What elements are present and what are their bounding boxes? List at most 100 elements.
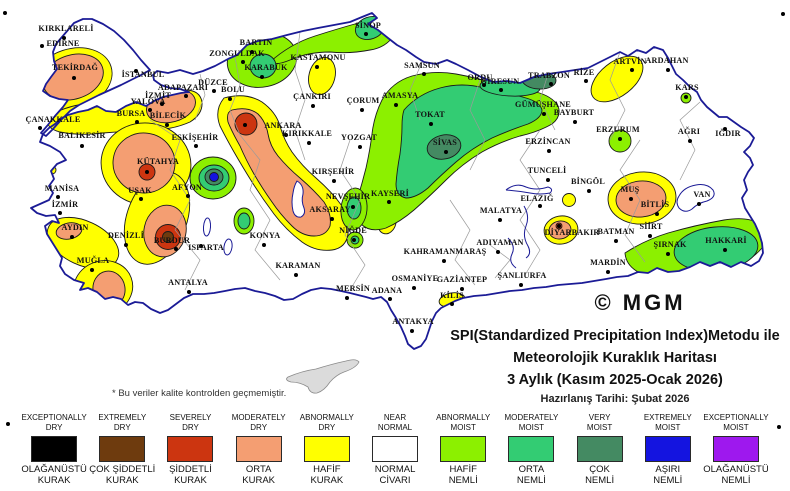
city-dot xyxy=(332,179,336,183)
legend-label-tr: ORTA KURAK xyxy=(242,464,276,486)
city-dot xyxy=(40,44,44,48)
city-label: KIRKLARELİ xyxy=(38,23,93,33)
city-dot xyxy=(199,244,203,248)
city-dot xyxy=(360,108,364,112)
city-label: BALIKESİR xyxy=(58,130,105,140)
city-dot xyxy=(410,329,414,333)
legend-item-abnormally_dry: ABNORMALLY DRY HAFİF KURAK xyxy=(293,411,361,491)
region-abnormally_dry xyxy=(590,55,644,103)
stray-dot xyxy=(3,11,7,15)
city-dot xyxy=(294,273,298,277)
city-label: ÇORUM xyxy=(347,96,380,105)
region-moderately_dry xyxy=(112,132,176,194)
quality-note: * Bu veriler kalite kontrolden geçmemişt… xyxy=(112,388,287,399)
city-dot xyxy=(358,145,362,149)
region-moderately_moist xyxy=(38,145,48,159)
city-label: BİNGÖL xyxy=(571,176,605,186)
city-label: AFYON xyxy=(172,183,202,192)
legend-label-en: ABNORMALLY DRY xyxy=(299,413,354,432)
station-dot xyxy=(243,123,247,127)
legend-label-tr: ORTA NEMLİ xyxy=(516,464,546,486)
city-label: KÜTAHYA xyxy=(137,157,179,166)
city-dot xyxy=(584,79,588,83)
city-dot xyxy=(422,72,426,76)
city-label: BOLU xyxy=(221,85,245,94)
city-dot xyxy=(549,82,553,86)
legend-label-tr: HAFİF KURAK xyxy=(310,464,344,486)
city-dot xyxy=(498,218,502,222)
legend-label-en: NEAR NORMAL xyxy=(377,413,413,432)
city-dot xyxy=(460,287,464,291)
city-label: KAYSERİ xyxy=(371,188,409,198)
legend-swatch-exceptionally_dry xyxy=(31,436,78,462)
legend-item-exceptionally_moist: EXCEPTIONALLY MOIST OLAĞANÜSTÜ NEMLİ xyxy=(702,411,770,491)
legend-label-tr: ŞİDDETLİ KURAK xyxy=(169,464,212,486)
city-dot xyxy=(388,297,392,301)
city-dot xyxy=(228,97,232,101)
city-label: KIRŞEHİR xyxy=(312,166,355,176)
city-dot xyxy=(187,290,191,294)
city-dot xyxy=(165,123,169,127)
city-label: YOZGAT xyxy=(341,133,377,142)
legend-item-moderately_moist: MODERATELY MOIST ORTA NEMLİ xyxy=(497,411,565,491)
city-dot xyxy=(58,211,62,215)
city-label: MARDİN xyxy=(590,257,626,267)
city-label: KASTAMONU xyxy=(290,53,345,62)
city-label: NİĞDE xyxy=(339,225,367,235)
legend-label-tr: ÇOK ŞİDDETLİ KURAK xyxy=(89,464,156,486)
drought-regions xyxy=(31,13,763,316)
legend-label-en: MODERATELY DRY xyxy=(231,413,286,432)
city-label: KIRIKKALE xyxy=(282,129,332,138)
city-label: EDİRNE xyxy=(46,38,79,48)
city-dot xyxy=(412,286,416,290)
city-dot xyxy=(442,259,446,263)
city-label: SİNOP xyxy=(355,20,381,30)
city-dot xyxy=(186,194,190,198)
city-label: HAKKARİ xyxy=(705,235,746,245)
mgm-attribution: © MGM xyxy=(594,290,686,315)
city-label: YALOVA xyxy=(131,97,166,106)
city-label: MUŞ xyxy=(621,185,640,194)
city-dot xyxy=(241,60,245,64)
city-dot xyxy=(444,150,448,154)
map-title-line2: Meteorolojik Kuraklık Haritası xyxy=(513,350,717,366)
legend-label-en: EXTREMELY MOIST xyxy=(643,413,692,432)
city-label: MALATYA xyxy=(480,206,522,215)
city-label: ESKİŞEHİR xyxy=(172,132,219,142)
city-dot xyxy=(496,250,500,254)
turkey-map: EDİRNE KIRKLARELİ TEKİRDAĞ İSTANBUL ÇANAKKAL… xyxy=(25,12,764,394)
city-label: ADANA xyxy=(372,286,403,295)
legend-swatch-severely_dry xyxy=(167,436,214,462)
city-label: KARAMAN xyxy=(275,261,320,270)
city-dot xyxy=(573,120,577,124)
city-labels: EDİRNE KIRKLARELİ TEKİRDAĞ İSTANBUL ÇANAKKAL… xyxy=(25,20,747,333)
city-label: ARTVİN xyxy=(613,56,646,66)
city-label: AĞRI xyxy=(678,126,700,136)
city-dot xyxy=(80,144,84,148)
city-dot xyxy=(684,95,688,99)
city-label: KAHRAMANMARAŞ xyxy=(404,247,487,256)
legend-swatch-moderately_dry xyxy=(235,436,282,462)
city-dot xyxy=(284,133,288,137)
legend-swatch-near_normal xyxy=(372,436,419,462)
city-label: ANTALYA xyxy=(168,278,208,287)
legend-label-tr: ÇOK NEMLİ xyxy=(585,464,615,486)
lakes xyxy=(202,180,715,269)
legend-label-en: EXCEPTIONALLY DRY xyxy=(21,413,87,432)
city-label: IĞDIR xyxy=(715,128,741,138)
city-dot xyxy=(62,36,66,40)
city-label: MANİSA xyxy=(45,183,79,193)
city-label: ARDAHAN xyxy=(645,56,688,65)
city-dot xyxy=(387,200,391,204)
city-label: KİLİS xyxy=(440,290,464,300)
legend-item-moderately_dry: MODERATELY DRY ORTA KURAK xyxy=(225,411,293,491)
city-dot xyxy=(557,224,561,228)
city-dot xyxy=(546,178,550,182)
city-label: KONYA xyxy=(250,231,281,240)
city-dot xyxy=(450,302,454,306)
city-dot xyxy=(666,68,670,72)
city-dot xyxy=(330,217,334,221)
city-dot xyxy=(429,122,433,126)
city-label: BURSA xyxy=(117,109,146,118)
